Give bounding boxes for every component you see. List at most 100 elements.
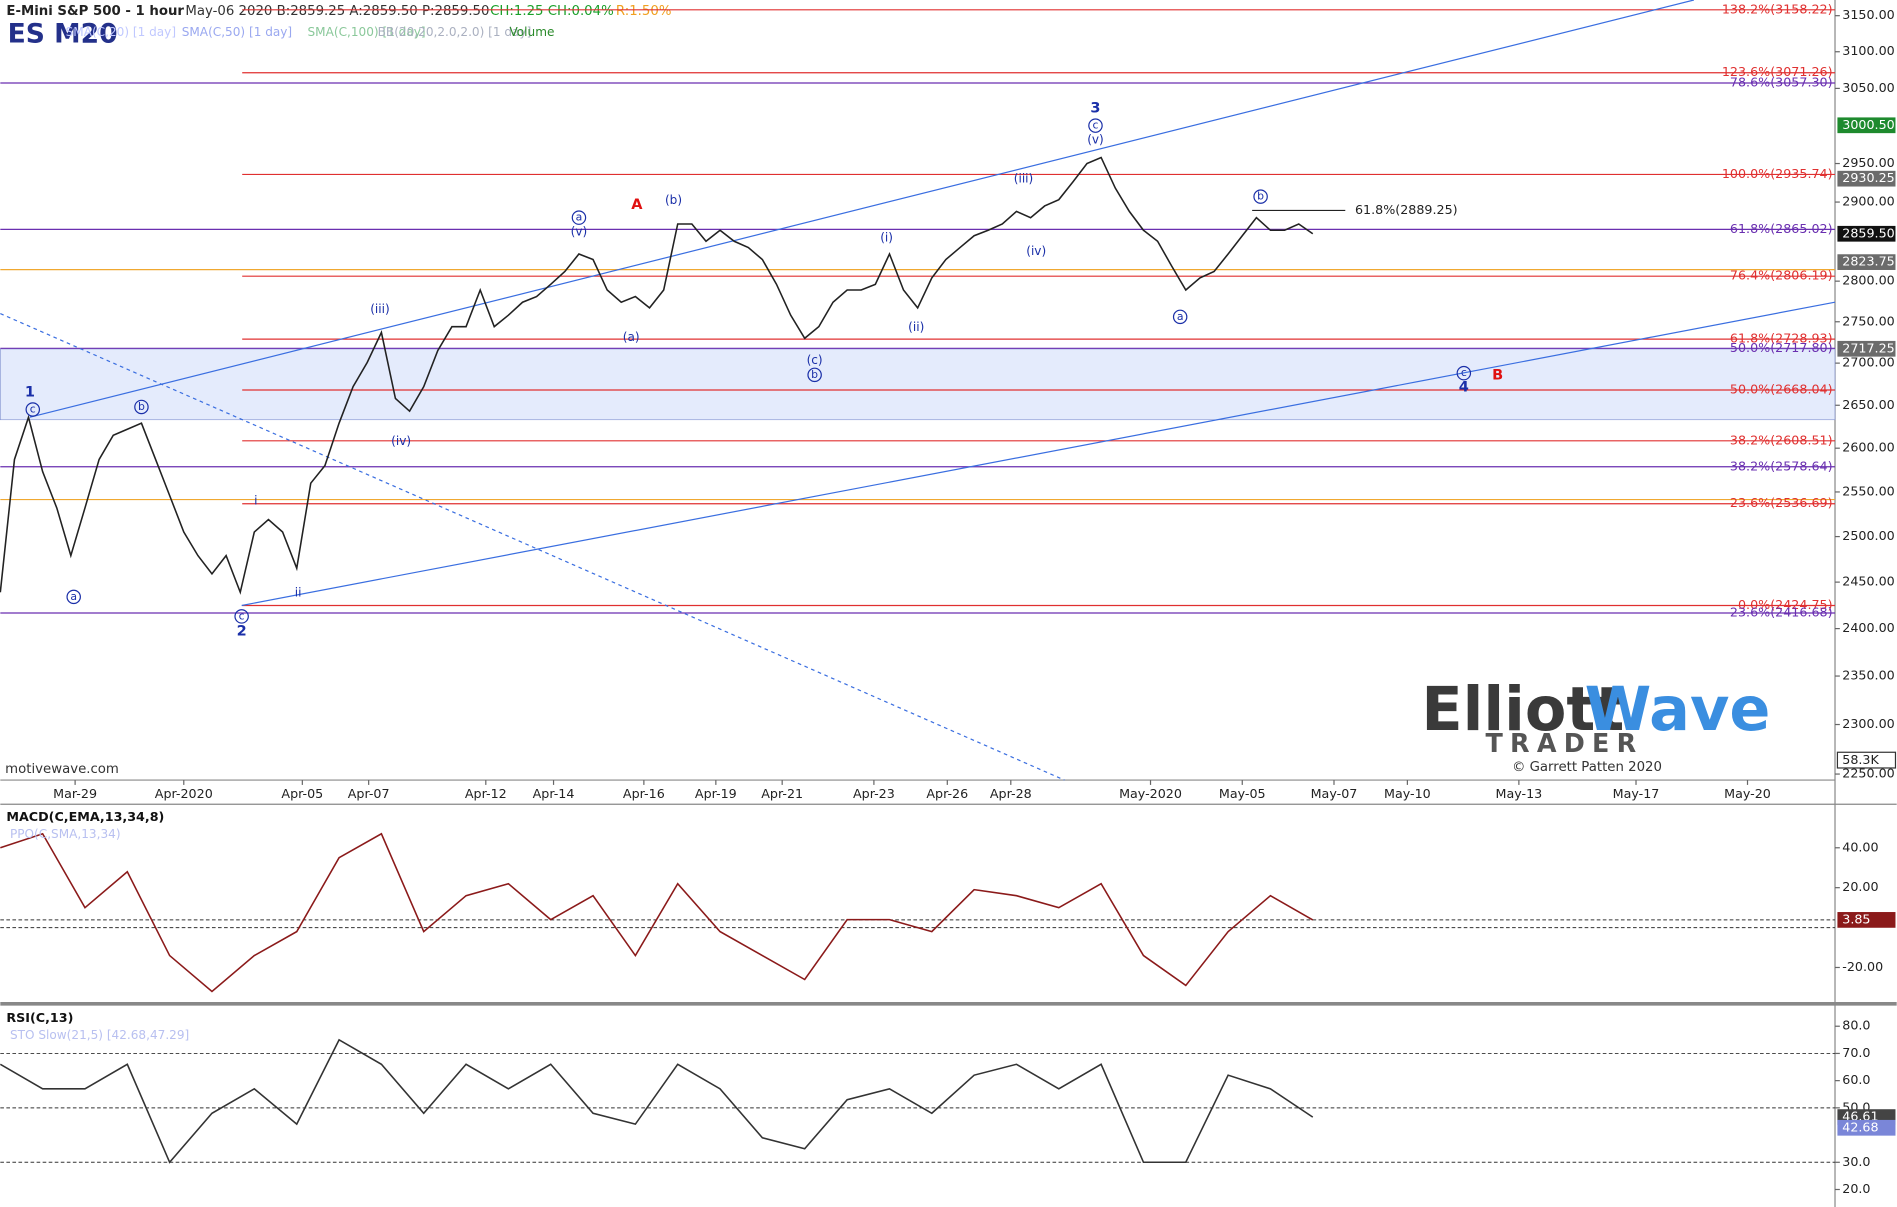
wave-label: (b) <box>665 193 682 207</box>
panel-subtitle: PPO(C,SMA,13,34) <box>10 827 121 841</box>
y-tick-label: 3150.00 <box>1842 7 1894 22</box>
x-tick-label: May-17 <box>1613 786 1660 801</box>
wave-label: c <box>239 609 245 622</box>
y-tick-label: 70.0 <box>1842 1045 1870 1060</box>
wave-label: b <box>811 368 818 381</box>
study: Volume <box>509 25 554 39</box>
x-tick-label: May-10 <box>1384 786 1431 801</box>
logo-word: Wave <box>1585 675 1771 745</box>
price-box-label: 46.61 <box>1842 1109 1878 1124</box>
symbol: ES M20 <box>8 19 118 50</box>
trendline <box>29 0 1695 418</box>
y-tick-label: 2550.00 <box>1842 483 1894 498</box>
panel: 80.070.060.050.030.020.046.6142.68RSI(C,… <box>0 1010 1896 1196</box>
y-tick-label: 2300.00 <box>1842 716 1894 731</box>
y-tick-label: 2600.00 <box>1842 440 1894 455</box>
y-tick-label: 80.0 <box>1842 1018 1870 1033</box>
y-tick-label: 2900.00 <box>1842 194 1894 209</box>
wave-label: i <box>254 493 257 507</box>
fib-label: 123.6%(3071.26) <box>1722 64 1833 79</box>
study: BB(20,20,2.0,2.0) [1 day] <box>378 25 532 39</box>
wave-circle <box>571 210 587 225</box>
x-tick-label: Apr-26 <box>926 786 968 801</box>
wave-label: a <box>1177 310 1184 323</box>
panel: 40.00 20.00 -20.00 3.85 MACD(C,EMA,13,34,8) P… <box>0 809 1896 993</box>
wave-label: b <box>1257 190 1264 203</box>
y-tick-label: 2500.00 <box>1842 528 1894 543</box>
source: motivewave.com <box>5 762 119 777</box>
price-box-label: 2859.50 <box>1842 225 1894 240</box>
fib-label: 138.2%(3158.22) <box>1722 1 1833 16</box>
fib-label: 50.0%(2668.04) <box>1730 381 1833 396</box>
wave-label: c <box>1461 366 1467 379</box>
x-tick-label: May-07 <box>1311 786 1358 801</box>
quote: May-06 2020 B:2859.25 A:2859.50 P:2859.5… <box>185 4 489 19</box>
wave-label: ii <box>295 586 302 600</box>
series-line <box>0 1038 1314 1164</box>
wave-circle <box>1088 118 1103 133</box>
wave-label: 1 <box>25 385 35 401</box>
wave-label: (iv) <box>1026 244 1046 258</box>
logo-word: Elliott <box>1421 675 1624 745</box>
price-box-label: 3.85 <box>1842 911 1870 926</box>
y-tick-label: 2400.00 <box>1842 620 1894 635</box>
wave-label: (iii) <box>1014 171 1034 185</box>
trendline <box>241 301 1836 607</box>
y-tick-label: 2750.00 <box>1842 313 1894 328</box>
price-box <box>1837 170 1896 187</box>
price-box-label: 2823.75 <box>1842 254 1894 269</box>
fib-label: 50.0%(2717.80) <box>1730 340 1833 355</box>
y-tick-label: 2350.00 <box>1842 668 1894 683</box>
logo: Elliott Wave TRADER © Garrett Patten 202… <box>1421 675 1770 775</box>
x-tick-label: Apr-14 <box>533 786 575 801</box>
wave-circle <box>66 589 81 605</box>
price-box <box>1837 254 1896 270</box>
wave-label: (a) <box>623 330 640 344</box>
x-tick-label: May-2020 <box>1119 786 1182 801</box>
wave-label: (v) <box>571 224 588 238</box>
fib-label: 78.6%(3057.30) <box>1730 75 1833 90</box>
volume-box <box>1836 751 1897 769</box>
wave-circle <box>234 609 249 624</box>
y-tick-label: 20.0 <box>1842 1181 1870 1196</box>
x-tick-label: Apr-05 <box>281 786 323 801</box>
y-tick-label: 2950.00 <box>1842 155 1894 170</box>
fib-label: 38.2%(2578.64) <box>1730 458 1833 473</box>
fib-label: 0.0%(2424.75) <box>1738 597 1833 612</box>
y-tick-label: 2450.00 <box>1842 574 1894 589</box>
y-tick-label: 3100.00 <box>1842 43 1894 58</box>
wave-label: (ii) <box>908 320 924 334</box>
wave-label: (i) <box>880 231 893 245</box>
y-tick-label: 2650.00 <box>1842 397 1894 412</box>
fib-label: 23.6%(2416.68) <box>1730 604 1833 619</box>
price-box <box>1837 340 1896 357</box>
wave-circle <box>134 399 149 415</box>
instrument: E-Mini S&P 500 - 1 hour <box>6 4 184 19</box>
y-tick-label: 40.00 <box>1842 839 1878 854</box>
x-tick-label: May-13 <box>1496 786 1543 801</box>
wave-label: (iv) <box>391 434 411 448</box>
wave-label: 3 <box>1090 100 1100 116</box>
y-tick-label: 2700.00 <box>1842 355 1894 370</box>
wave-circle <box>807 367 822 383</box>
y-tick-label: 2800.00 <box>1842 273 1894 288</box>
logo-word: TRADER <box>1485 728 1643 758</box>
x-tick-label: Apr-2020 <box>155 786 213 801</box>
study: SMA(C,50) [1 day] <box>182 25 292 39</box>
series-line <box>0 832 1314 993</box>
fib-label: 76.4%(2806.19) <box>1730 268 1833 283</box>
price-box-label: 2930.25 <box>1842 170 1894 185</box>
trendline <box>0 313 1065 781</box>
price-box <box>1837 912 1896 928</box>
wave-label: c <box>1092 119 1098 132</box>
wave-label: (iii) <box>370 302 390 316</box>
x-tick-label: Apr-19 <box>695 786 737 801</box>
header: ES M20 E-Mini S&P 500 - 1 hour May-06 20… <box>5 4 671 777</box>
fib-label: 38.2%(2608.51) <box>1730 432 1833 447</box>
panel-title: MACD(C,EMA,13,34,8) <box>6 809 164 824</box>
change: CH:1.25 CH:0.04% <box>490 4 614 19</box>
target-label: 61.8%(2889.25) <box>1355 202 1458 217</box>
